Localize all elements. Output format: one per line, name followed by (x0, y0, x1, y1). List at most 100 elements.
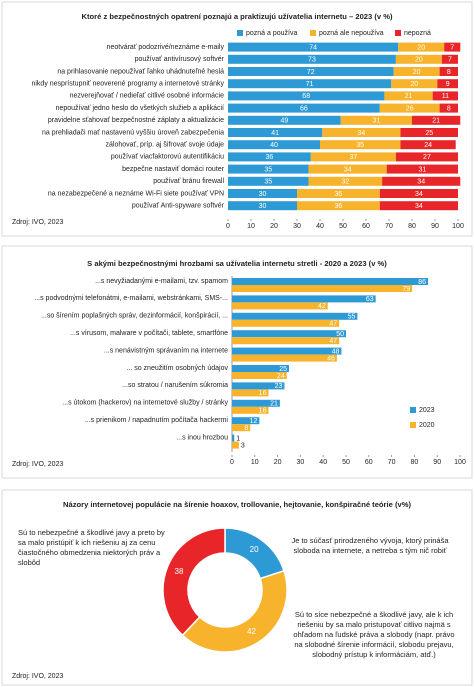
x-tick-label: 40 (319, 459, 327, 466)
x-tick-label: 20 (270, 223, 278, 230)
bar (232, 441, 239, 449)
bar-segment (297, 189, 380, 198)
value-label: 23 (275, 383, 283, 390)
value-label: 9 (446, 81, 450, 88)
bar-segment (228, 91, 385, 101)
value-label: 79 (402, 286, 410, 293)
value-label: 16 (259, 408, 267, 415)
bar-segment (432, 91, 458, 101)
value-label: 74 (309, 44, 317, 51)
value-label: 8 (244, 425, 248, 432)
panel (1, 489, 473, 686)
value-label: 20 (415, 57, 423, 64)
bar (232, 347, 342, 355)
bar-segment (439, 103, 458, 113)
category-label: pravidelne sťahovať bezpečnostné záplaty… (48, 117, 224, 124)
value-label: 16 (259, 390, 267, 397)
bar (232, 337, 340, 345)
x-tick-label: 20 (274, 459, 282, 466)
value-label: 73 (308, 57, 316, 64)
x-tick-label: 10 (251, 459, 259, 466)
donut-slice (162, 527, 226, 637)
bar-segment (382, 176, 461, 186)
bar (232, 424, 251, 432)
bar-segment (297, 201, 380, 211)
value-label: 31 (418, 166, 426, 173)
legend-swatch (310, 30, 316, 36)
value-label: 47 (329, 338, 337, 345)
value-label: 8 (447, 105, 451, 112)
value-label: 42 (318, 303, 326, 310)
bar-segment (379, 103, 440, 113)
category-label: používať bránu firewall (153, 178, 224, 185)
value-label: 20 (410, 81, 418, 88)
category-label: ...s prienikom / napadnutím počítača hac… (85, 417, 229, 424)
bar-segment (228, 140, 320, 150)
value-label: 72 (307, 69, 315, 76)
value-label: 3 (241, 442, 245, 449)
value-label: 55 (348, 314, 356, 321)
x-tick-label: 30 (297, 459, 305, 466)
bar-segment (444, 42, 461, 52)
bar-segment (386, 164, 458, 174)
value-label: 21 (270, 401, 278, 408)
chart-title: Ktoré z bezpečnostných opatrení poznajú … (82, 12, 393, 21)
bar-segment (395, 152, 458, 162)
bar (232, 365, 289, 372)
x-tick-label: 0 (230, 459, 234, 466)
category-label: na prihlasovanie nepoužívať ľahko uhádnu… (57, 68, 224, 75)
legend-swatch (237, 30, 243, 36)
bar (232, 278, 429, 285)
bar-segment (400, 140, 456, 150)
value-label: 25 (279, 366, 287, 373)
value-label: 7 (450, 44, 454, 51)
value-label: 34 (415, 203, 423, 210)
x-tick-label: 40 (316, 223, 324, 230)
x-tick-label: 0 (226, 223, 230, 230)
legend-label: pozná ale nepoužíva (319, 30, 384, 37)
value-label: 27 (423, 154, 431, 161)
bar-segment (393, 67, 440, 76)
value-label: 31 (372, 118, 380, 125)
value-label: 30 (259, 203, 267, 210)
chart-title: Názory internetovej populácie na šírenie… (63, 500, 411, 509)
value-label: 12 (250, 418, 258, 425)
value-label: 42 (247, 627, 256, 636)
x-tick-label: 60 (362, 223, 370, 230)
value-label: 86 (418, 279, 426, 286)
category-label: používať viacfaktorovú autentifikáciu (111, 154, 224, 161)
annotation: Je to súčasť prirodzeného vývoja, ktorý … (291, 536, 449, 555)
bar-segment (228, 103, 380, 113)
value-label: 46 (327, 355, 335, 362)
bar-segment (228, 152, 311, 162)
bar-segment (320, 140, 401, 150)
bar (232, 417, 260, 425)
bar (232, 399, 280, 407)
bar (232, 382, 285, 390)
legend-label: 2020 (419, 422, 435, 429)
bar-segment (228, 79, 392, 89)
value-label: 26 (406, 105, 414, 112)
bar-segment (228, 128, 323, 137)
value-label: 20 (250, 545, 259, 554)
value-label: 68 (302, 93, 310, 100)
legend-label: 2023 (419, 407, 435, 414)
value-label: 34 (358, 130, 366, 137)
x-tick-label: 30 (293, 223, 301, 230)
value-label: 20 (413, 69, 421, 76)
source: Zdroj: IVO, 2023 (12, 461, 63, 468)
bar-segment (384, 91, 433, 101)
bar (232, 372, 287, 379)
bar-segment (400, 128, 458, 137)
x-tick-label: 10 (247, 223, 255, 230)
category-label: neotvárať podozrivé/neznáme e-maily (107, 44, 225, 51)
bar-segment (310, 152, 396, 162)
bar-segment (379, 189, 458, 198)
value-label: 36 (335, 203, 343, 210)
bar (232, 389, 269, 397)
bar (232, 319, 340, 327)
x-tick-label: 90 (433, 459, 441, 466)
value-label: 38 (175, 567, 184, 576)
value-label: 47 (329, 321, 337, 328)
